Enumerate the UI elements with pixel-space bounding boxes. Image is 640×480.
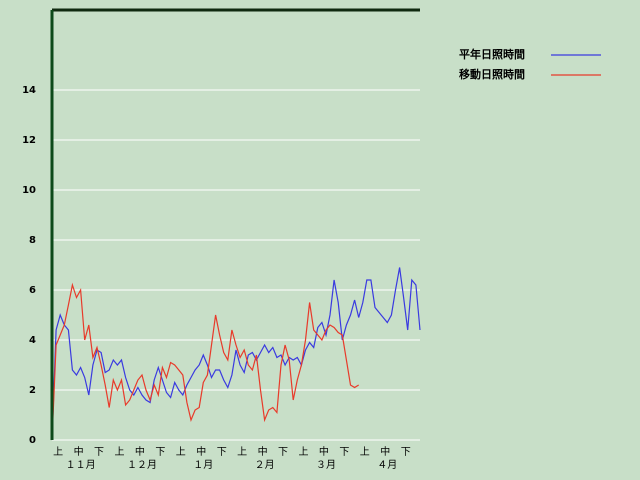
y-tick-label: 0 — [29, 435, 36, 446]
x-tick-label: 中 — [380, 445, 390, 458]
x-tick-label: 下 — [217, 447, 227, 458]
x-tick-label: 下 — [94, 447, 104, 458]
x-tick-label: 上 — [53, 446, 63, 458]
y-tick-label: 14 — [22, 85, 36, 96]
x-tick-label: 下 — [401, 447, 411, 458]
x-tick-label: 中 — [319, 445, 329, 458]
x-tick-label: 下 — [155, 447, 165, 458]
legend-label: 平年日照時間 — [459, 47, 525, 61]
x-tick-label: 上 — [360, 446, 370, 458]
x-tick-label: 中 — [258, 445, 268, 458]
x-tick-label: 上 — [176, 446, 186, 458]
x-tick-label: 上 — [298, 446, 308, 458]
y-tick-label: 10 — [22, 185, 36, 196]
x-tick-label: 中 — [74, 445, 84, 458]
x-tick-label: 中 — [135, 445, 145, 458]
x-tick-label: 上 — [114, 446, 124, 458]
month-label: ３月 — [316, 459, 336, 471]
y-tick-label: 6 — [29, 285, 36, 296]
x-tick-label: 中 — [196, 445, 206, 458]
data-line — [51, 267, 421, 441]
legend-label: 移動日照時間 — [459, 67, 525, 81]
y-tick-label: 12 — [22, 135, 36, 146]
month-label: １１月 — [66, 459, 96, 471]
month-label: ２月 — [255, 459, 275, 471]
plot-area — [52, 10, 420, 440]
y-tick-label: 2 — [29, 385, 36, 396]
month-label: ４月 — [377, 459, 397, 471]
y-tick-label: 4 — [29, 335, 36, 346]
x-tick-label: 下 — [339, 447, 349, 458]
x-tick-label: 上 — [237, 446, 247, 458]
month-label: １月 — [193, 459, 213, 471]
y-tick-label: 8 — [29, 235, 36, 246]
x-tick-label: 下 — [278, 447, 288, 458]
month-label: １２月 — [127, 459, 157, 471]
data-line — [51, 282, 360, 441]
